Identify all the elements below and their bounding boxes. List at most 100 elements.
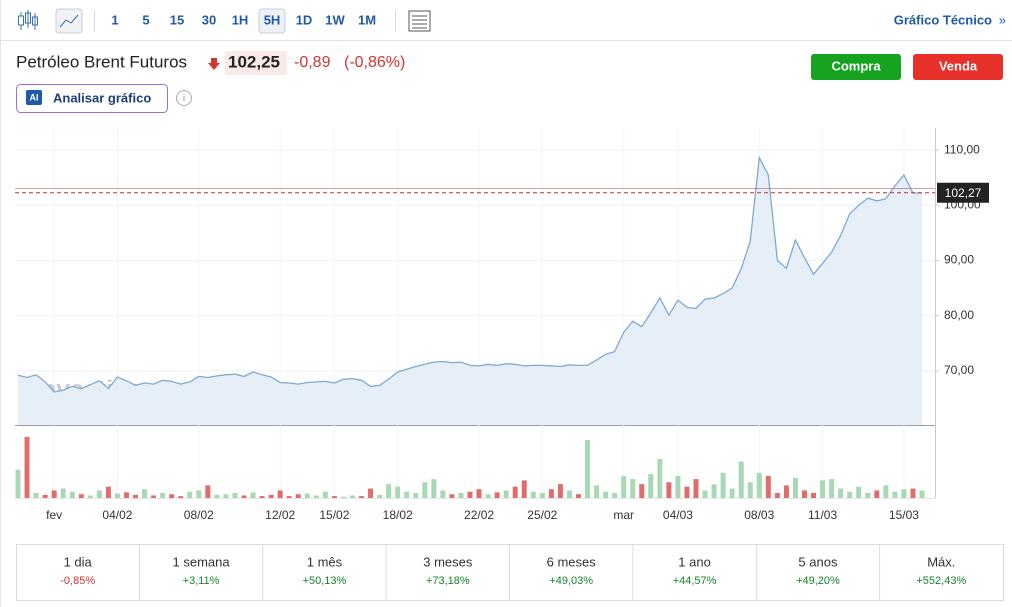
- volume-bar: [494, 492, 500, 498]
- volume-bar: [87, 495, 93, 498]
- x-tick-label: 04/03: [663, 508, 693, 522]
- x-tick-label: 04/02: [102, 508, 132, 522]
- period: 6 meses: [547, 554, 597, 569]
- period-change: -0,85%: [60, 575, 95, 587]
- interval[interactable]: 5: [142, 12, 149, 27]
- volume-bar: [295, 494, 301, 498]
- volume-bar: [431, 479, 437, 498]
- volume-bar: [675, 475, 681, 498]
- volume-bar: [503, 490, 509, 498]
- volume-bar: [883, 485, 889, 498]
- interval[interactable]: 1M: [358, 12, 376, 27]
- volume-bar: [919, 490, 925, 498]
- link-arrow[interactable]: »: [999, 12, 1006, 27]
- interval-selected: [258, 8, 286, 34]
- x-tick-label: fev: [46, 508, 62, 522]
- volume-bar: [666, 482, 672, 498]
- volume-bar: [774, 492, 780, 498]
- volume-bar: [114, 493, 120, 498]
- volume-bar: [747, 482, 753, 498]
- volume-bar: [530, 491, 536, 498]
- volume-bar: [829, 479, 835, 498]
- volume-bar: [811, 492, 817, 498]
- y-tick-label: 90,00: [944, 253, 974, 267]
- period-change: +3,11%: [183, 575, 220, 587]
- change-pct: (-0,86%): [344, 54, 405, 71]
- volume-bar: [856, 486, 862, 498]
- volume-bar: [594, 485, 600, 498]
- volume-bar: [801, 490, 807, 498]
- volume-bar: [792, 477, 798, 498]
- x-tick-label: 18/02: [383, 508, 413, 522]
- period: 1 semana: [173, 554, 231, 569]
- volume-bar: [24, 436, 30, 498]
- volume-bar: [467, 491, 473, 498]
- volume-bar: [160, 492, 166, 498]
- volume-bar: [42, 494, 48, 498]
- volume-bar: [783, 485, 789, 498]
- x-tick-label: 08/03: [744, 508, 774, 522]
- interval[interactable]: 1D: [296, 12, 313, 27]
- interval[interactable]: 1: [111, 12, 118, 27]
- x-tick-label: mar: [613, 508, 634, 522]
- volume-bar: [765, 475, 771, 498]
- y-tick-label: 80,00: [944, 308, 974, 322]
- interval[interactable]: 30: [202, 12, 216, 27]
- volume-bar: [693, 479, 699, 498]
- volume-bar: [648, 474, 654, 498]
- volume-bar: [639, 484, 645, 498]
- volume-bar: [386, 484, 392, 498]
- volume-bar: [539, 492, 545, 498]
- interval[interactable]: 5H: [264, 12, 281, 27]
- period: 1 mês: [307, 554, 343, 569]
- x-tick-label: 25/02: [527, 508, 557, 522]
- period: 5 anos: [798, 554, 838, 569]
- volume-bar: [711, 484, 717, 498]
- volume-bar: [286, 496, 292, 498]
- volume-bar: [395, 486, 401, 498]
- info-icon[interactable]: [176, 90, 192, 106]
- volume-bar: [123, 492, 129, 498]
- period: Máx.: [927, 554, 955, 569]
- volume-bar: [268, 494, 274, 498]
- volume-bar: [657, 458, 663, 498]
- analyze-button[interactable]: [16, 84, 168, 113]
- table-icon[interactable]: [408, 10, 431, 32]
- last-price-box: [937, 182, 989, 203]
- volume-bar: [485, 494, 491, 498]
- volume-bar: [169, 494, 175, 498]
- interval[interactable]: 1H: [232, 12, 249, 27]
- candle-icon[interactable]: [18, 10, 38, 30]
- volume-bar: [847, 491, 853, 498]
- volume-bar: [250, 492, 256, 498]
- x-tick-label: 15/02: [319, 508, 349, 522]
- interval[interactable]: 1W: [325, 12, 345, 27]
- technical-link[interactable]: Gráfico Técnico: [894, 12, 992, 27]
- volume-bar: [196, 490, 202, 498]
- volume-bar: [313, 495, 319, 498]
- period: 1 ano: [678, 554, 711, 569]
- period-change: +73,18%: [426, 575, 470, 587]
- volume-bar: [51, 490, 57, 498]
- sell-label[interactable]: Venda: [939, 58, 978, 73]
- analyze-label[interactable]: Analisar gráfico: [53, 90, 151, 105]
- volume-bar: [458, 492, 464, 498]
- sell-button[interactable]: [913, 54, 1003, 80]
- volume-bar: [60, 488, 66, 498]
- volume-bar: [738, 461, 744, 498]
- x-tick-label: 12/02: [265, 508, 295, 522]
- volume-bar: [901, 489, 907, 498]
- buy-button[interactable]: [811, 54, 901, 80]
- volume-bar: [69, 491, 75, 498]
- volume-bar: [259, 496, 265, 498]
- area-icon[interactable]: [55, 8, 83, 34]
- volume-bar: [910, 488, 916, 498]
- period-change: +552,43%: [916, 575, 966, 587]
- interval[interactable]: 15: [170, 12, 184, 27]
- volume-bar: [729, 488, 735, 498]
- buy-label[interactable]: Compra: [831, 58, 881, 73]
- volume-bar: [15, 469, 21, 498]
- volume-bar: [874, 490, 880, 498]
- instrument: Petróleo Brent Futuros: [16, 52, 187, 71]
